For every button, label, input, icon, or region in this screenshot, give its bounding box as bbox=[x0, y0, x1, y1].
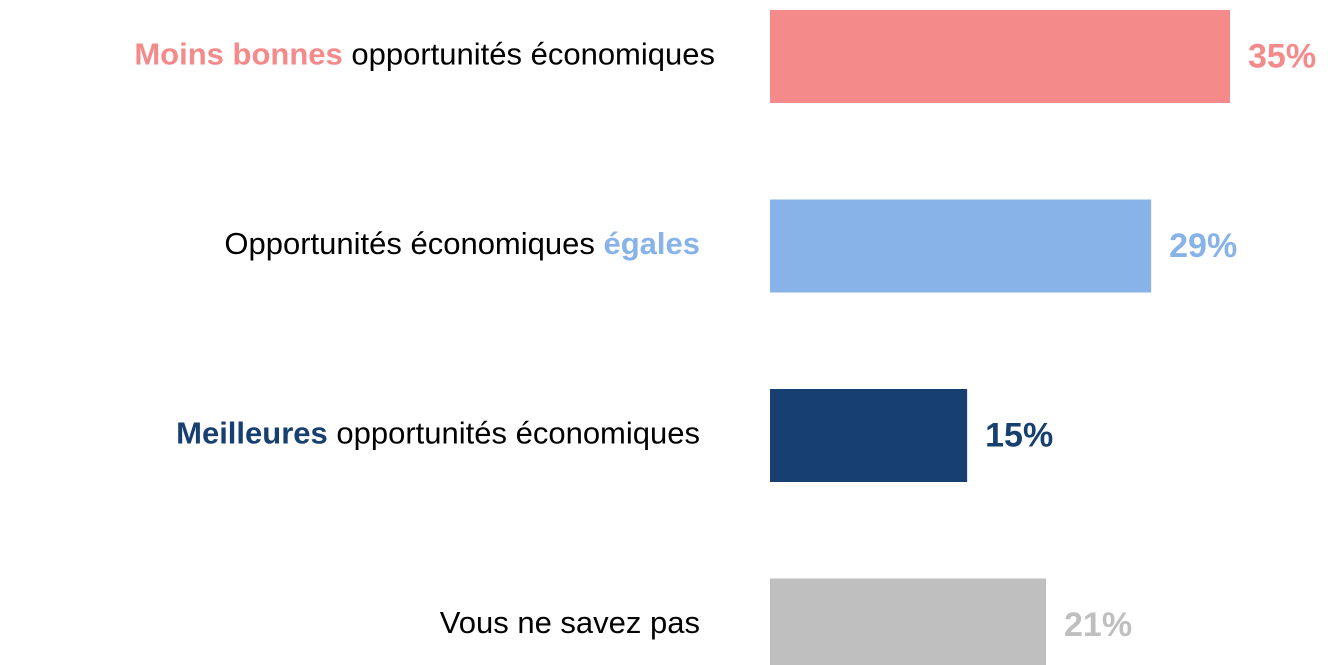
bar bbox=[770, 578, 1046, 665]
category-label-part: opportunités économiques bbox=[328, 416, 700, 451]
value-label: 29% bbox=[1169, 227, 1237, 265]
value-label: 15% bbox=[985, 416, 1053, 454]
category-label-part: Meilleures bbox=[176, 416, 328, 451]
bar bbox=[770, 389, 968, 482]
value-label: 35% bbox=[1248, 37, 1316, 75]
category-label-part: égales bbox=[603, 226, 700, 261]
category-label-part: Moins bonnes bbox=[134, 37, 342, 72]
category-label-part: Opportunités économiques bbox=[224, 226, 603, 261]
bar bbox=[770, 199, 1152, 293]
category-label: Meilleures opportunités économiques bbox=[176, 416, 700, 451]
value-label: 21% bbox=[1064, 606, 1132, 644]
bar bbox=[770, 10, 1230, 103]
category-label: Vous ne savez pas bbox=[440, 605, 700, 640]
category-label-part: opportunités économiques bbox=[343, 37, 715, 72]
category-label-part: Vous ne savez pas bbox=[440, 605, 700, 640]
category-label: Moins bonnes opportunités économiques bbox=[134, 37, 715, 72]
category-label: Opportunités économiques égales bbox=[224, 226, 700, 261]
